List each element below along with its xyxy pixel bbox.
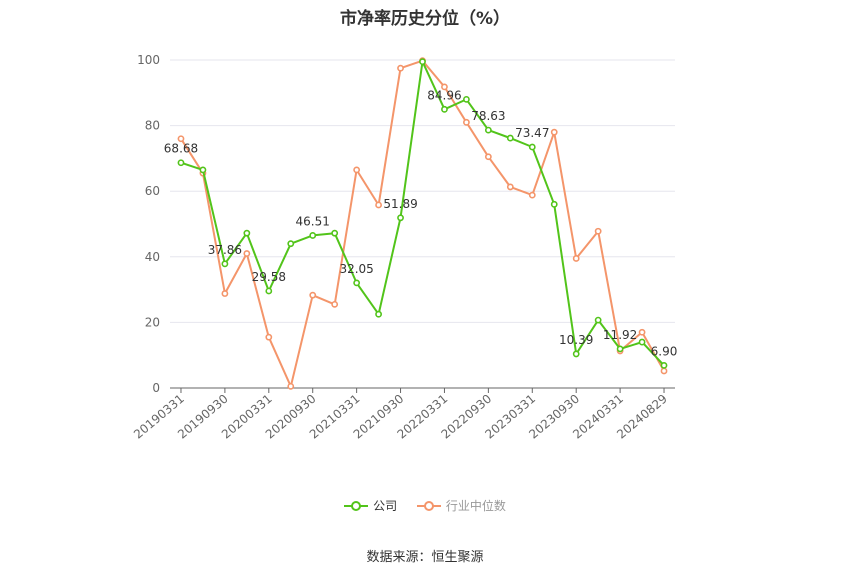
data-point-company: [506, 134, 514, 142]
series: [177, 57, 668, 390]
y-tick-label: 80: [145, 119, 160, 133]
data-point-company: [660, 361, 668, 369]
data-point-industry-median: [550, 128, 558, 136]
data-label: 10.39: [559, 333, 593, 347]
data-point-company: [243, 229, 251, 237]
data-point-company: [353, 279, 361, 287]
data-point-company: [550, 200, 558, 208]
data-label: 46.51: [296, 214, 330, 228]
data-label: 11.92: [603, 328, 637, 342]
y-tick-label: 60: [145, 184, 160, 198]
data-label: 32.05: [339, 262, 373, 276]
chart-title: 市净率历史分位（%）: [339, 9, 511, 29]
data-point-company: [463, 95, 470, 103]
data-point-industry-median: [572, 255, 580, 262]
legend: 公司 行业中位数: [0, 497, 850, 515]
data-label: 29.58: [252, 270, 286, 284]
y-tick-label: 20: [145, 315, 160, 329]
data-point-industry-median: [331, 300, 339, 308]
data-point-company: [375, 310, 382, 318]
data-labels: 68.68 37.86 29.58 46.51 32.05 51.89 84.96 78.63…: [164, 88, 678, 358]
legend-label-industry-median: 行业中位数: [445, 499, 506, 513]
data-point-company: [594, 316, 602, 324]
data-point-industry-median: [221, 290, 229, 297]
data-source: 数据来源：恒生聚源: [366, 550, 484, 565]
data-point-company: [616, 345, 624, 353]
data-label: 78.63: [471, 109, 505, 123]
legend-label-company: 公司: [373, 499, 398, 513]
data-point-company: [484, 126, 492, 134]
data-point-industry-median: [506, 183, 514, 191]
data-point-industry-median: [660, 367, 668, 375]
data-point-industry-median: [177, 135, 185, 143]
grid-lines: [170, 59, 675, 323]
data-point-industry-median: [484, 153, 492, 161]
data-point-company: [331, 229, 339, 237]
legend-item-company[interactable]: 公司: [344, 497, 397, 514]
data-point-company: [309, 232, 317, 239]
data-label: 51.89: [383, 197, 417, 211]
legend-swatch-company: [344, 500, 369, 512]
legend-swatch-industry-median: [416, 500, 441, 512]
y-tick-label: 100: [137, 53, 160, 67]
data-point-industry-median: [463, 118, 470, 126]
data-point-industry-median: [528, 191, 536, 199]
data-point-industry-median: [441, 83, 448, 91]
data-point-company: [528, 143, 536, 151]
data-point-company: [419, 58, 426, 66]
data-point-industry-median: [287, 382, 295, 390]
data-point-industry-median: [397, 64, 404, 72]
data-point-industry-median: [594, 227, 602, 235]
data-point-company: [638, 338, 646, 346]
data-point-industry-median: [375, 201, 382, 209]
data-point-company: [441, 105, 448, 113]
data-point-company: [287, 240, 295, 248]
legend-item-industry-median[interactable]: 行业中位数: [416, 497, 506, 514]
data-point-company: [221, 260, 229, 268]
data-label: 37.86: [208, 243, 242, 257]
series-line-company: [180, 60, 665, 367]
y-tick-label: 40: [145, 250, 160, 264]
data-label: 68.68: [164, 142, 198, 156]
y-tick-label: 0: [152, 381, 160, 395]
data-point-industry-median: [353, 166, 361, 174]
data-point-industry-median: [265, 333, 273, 341]
data-point-industry-median: [243, 250, 251, 257]
data-label: 84.96: [427, 88, 461, 102]
data-point-company: [199, 166, 207, 174]
data-label: 6.90: [651, 344, 678, 358]
data-point-company: [397, 214, 404, 222]
data-point-company: [177, 159, 185, 167]
data-point-industry-median: [309, 291, 317, 299]
data-label: 73.47: [515, 126, 549, 140]
data-point-company: [572, 350, 580, 358]
data-point-company: [265, 287, 273, 295]
data-point-industry-median: [638, 328, 646, 336]
